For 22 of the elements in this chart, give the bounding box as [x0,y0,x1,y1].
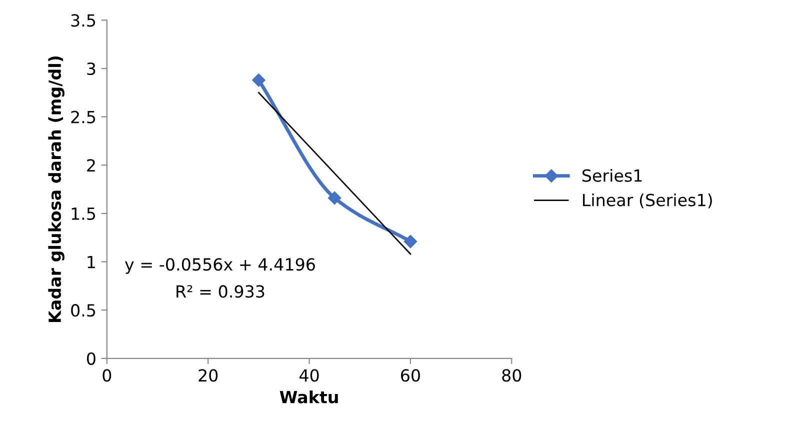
y-tick-label: 1 [88,256,95,268]
legend-label: Series1 [582,168,642,182]
x-tick-label: 20 [198,369,218,382]
y-tick-label: 2.5 [71,110,96,124]
annotation: R² = 0.933 [176,285,264,298]
y-axis-title: Kadar glukosa darah (mg/dl) [48,56,64,322]
y-tick-label: 1.5 [72,208,96,220]
x-tick-label: 80 [502,369,522,382]
y-tick-label: 0.5 [71,304,96,317]
x-tick-label: 40 [299,369,319,382]
y-tick-label: 3.5 [71,14,96,27]
point [252,73,266,87]
y-tick-label: 0 [87,352,96,365]
x-axis-title: Waktu [280,390,338,404]
annotation: y = -0.0556x + 4.4196 [124,258,315,274]
point [404,234,418,248]
x-tick-label: 60 [401,369,420,382]
point [328,191,342,205]
y-tick-label: 2 [87,159,95,172]
legend-label: Linear (Series1) [583,193,712,208]
x-tick-label: 0 [102,369,112,382]
y-tick-label: 3 [87,62,96,76]
